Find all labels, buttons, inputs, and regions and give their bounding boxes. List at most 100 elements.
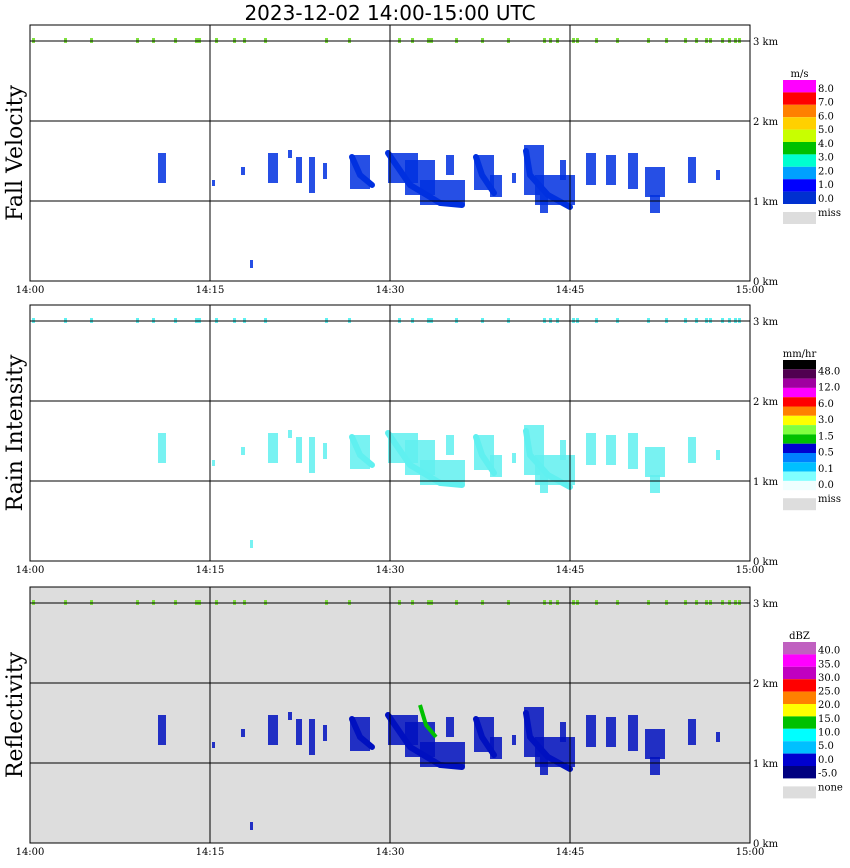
legend-label: 5.0: [818, 125, 834, 136]
legend-swatch: [783, 378, 816, 388]
echo-cell: [296, 719, 302, 745]
legend-label: 3.0: [818, 415, 834, 426]
echo-band: [349, 716, 375, 750]
legend-swatch: [783, 471, 816, 481]
legend-label: 6.0: [818, 399, 834, 410]
legend-swatch: [783, 704, 816, 717]
plot-frame: [29, 304, 751, 562]
legend-swatch: [783, 753, 816, 766]
y-axis-label: Fall Velocity: [3, 85, 28, 221]
legend-unit: m/s: [791, 69, 809, 80]
y-tick-label: 0 km: [753, 557, 779, 568]
legend-label: 1.0: [818, 180, 834, 191]
echo-cell: [628, 153, 638, 189]
radar-echoes: [158, 704, 720, 830]
legend-missing-label: miss: [818, 208, 841, 219]
chart-panel: 14:00 14:15 14:30 14:45 15:000 km 1 km 2 km 3 k…: [3, 304, 841, 576]
legend-label: 5.0: [818, 741, 834, 752]
legend-label: 7.0: [818, 98, 834, 109]
y-tick-label: 2 km: [753, 679, 779, 690]
x-tick-label: 14:15: [196, 847, 225, 858]
legend-swatch: [783, 679, 816, 692]
y-tick-label: 2 km: [753, 117, 779, 128]
echo-cell: [606, 435, 616, 465]
echo-cell: [628, 715, 638, 751]
echo-band: [349, 154, 375, 188]
legend-label: 25.0: [818, 687, 840, 698]
legend-swatch: [783, 453, 816, 463]
legend-label: 0.0: [818, 194, 834, 205]
echo-band: [349, 434, 375, 468]
legend-swatch: [783, 191, 816, 204]
echo-cell: [309, 719, 315, 755]
legend-swatch: [783, 80, 816, 93]
x-tick-label: 14:15: [196, 285, 225, 296]
legend-missing-swatch: [783, 498, 816, 511]
echo-cell: [212, 742, 215, 748]
echo-cell: [586, 715, 596, 747]
legend-swatch: [783, 666, 816, 680]
echo-cell: [512, 453, 516, 463]
echo-cell: [645, 167, 665, 197]
echo-cell: [560, 722, 566, 742]
grid: [30, 25, 750, 281]
legend-swatch: [783, 360, 816, 370]
echo-cell: [250, 540, 253, 548]
echo-band: [385, 430, 465, 488]
echo-cell: [560, 440, 566, 460]
y-tick-label: 3 km: [753, 599, 779, 610]
echo-cell: [446, 155, 454, 175]
legend-missing-label: miss: [818, 494, 841, 505]
echo-core: [418, 704, 438, 739]
echo-cell: [158, 153, 166, 183]
legend-label: 4.0: [818, 139, 834, 150]
x-tick-label: 15:00: [736, 565, 765, 576]
echo-cell: [241, 167, 245, 175]
plot-frame: [29, 586, 751, 844]
echo-cell: [323, 725, 327, 741]
echo-cell: [250, 822, 253, 830]
echo-band: [385, 150, 465, 208]
echo-cell: [309, 157, 315, 193]
echo-cell: [540, 757, 548, 775]
legend-swatch: [783, 741, 816, 754]
plot-frame: [29, 24, 751, 282]
echo-cell: [716, 170, 720, 180]
echo-cell: [650, 757, 660, 775]
echo-cell: [586, 153, 596, 185]
echo-cell: [645, 447, 665, 477]
echo-cell: [268, 153, 278, 183]
legend-swatch: [783, 387, 816, 398]
legend-swatch: [783, 406, 816, 416]
legend-swatch: [783, 92, 816, 105]
legend-label: 30.0: [818, 673, 840, 684]
x-tick-label: 15:00: [736, 285, 765, 296]
echo-cell: [606, 155, 616, 185]
echo-cell: [716, 450, 720, 460]
legend-swatch: [783, 154, 816, 167]
chart-panel: 14:00 14:15 14:30 14:45 15:000 km 1 km 2 km 3 k…: [3, 586, 843, 858]
echo-cell: [158, 433, 166, 463]
echo-band: [473, 716, 497, 758]
legend-label: 10.0: [818, 727, 840, 738]
echo-cell: [628, 433, 638, 469]
echo-cell: [323, 443, 327, 459]
legend-swatch: [783, 480, 816, 491]
echo-cell: [296, 437, 302, 463]
x-tick-label: 14:45: [556, 847, 585, 858]
y-tick-label: 3 km: [753, 317, 779, 328]
echo-cell: [645, 729, 665, 759]
legend-label: 3.0: [818, 153, 834, 164]
echo-band: [473, 434, 497, 476]
legend-swatch: [783, 397, 816, 407]
legend-label: 1.5: [818, 431, 834, 442]
legend-swatch: [783, 716, 816, 729]
echo-cell: [650, 475, 660, 493]
echo-cell: [560, 160, 566, 180]
legend-missing-swatch: [783, 786, 816, 799]
echo-cell: [241, 729, 245, 737]
legend-label: 40.0: [818, 646, 840, 657]
legend-label: 48.0: [818, 366, 840, 377]
legend-label: 0.0: [818, 755, 834, 766]
